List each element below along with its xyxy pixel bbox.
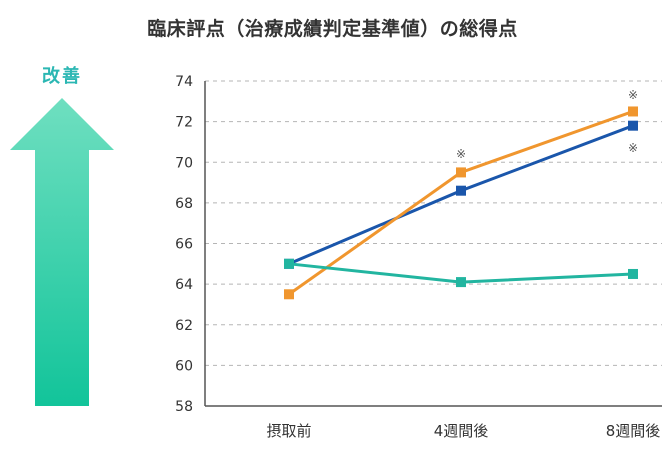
significance-mark: ※: [628, 88, 638, 102]
y-tick-label: 58: [175, 399, 193, 415]
chart-title: 臨床評点（治療成績判定基準値）の総得点: [147, 18, 518, 40]
data-point-marker: [456, 167, 466, 178]
data-point-marker: [284, 289, 294, 300]
improvement-arrow-icon: [10, 98, 114, 406]
y-tick-label: 64: [175, 277, 193, 293]
data-point-marker: [628, 120, 638, 131]
annotations: ※ ※ ※: [456, 88, 638, 161]
x-tick-label: 4週間後: [434, 422, 489, 440]
data-point-marker: [456, 277, 466, 288]
data-point-marker: [628, 268, 638, 279]
improvement-label: 改善: [42, 65, 82, 87]
y-tick-label: 70: [175, 155, 193, 171]
improvement-indicator: 改善: [10, 65, 114, 406]
series: [284, 106, 638, 300]
y-tick-label: 62: [175, 318, 193, 334]
x-tick-label: 摂取前: [266, 422, 311, 440]
grid: [205, 80, 662, 366]
axes: [204, 81, 662, 407]
data-point-marker: [284, 258, 294, 269]
y-tick-label: 74: [175, 74, 193, 90]
x-tick-labels: 摂取前 4週間後 8週間後: [266, 422, 660, 440]
x-tick-label: 8週間後: [606, 422, 661, 440]
data-point-marker: [456, 185, 466, 196]
y-tick-labels: 58 60 62 64 66 68 70 72 74: [175, 74, 193, 415]
y-tick-label: 72: [175, 115, 193, 131]
y-tick-label: 60: [175, 358, 193, 374]
significance-mark: ※: [628, 141, 638, 155]
y-tick-label: 68: [175, 196, 193, 212]
significance-mark: ※: [456, 147, 466, 161]
y-tick-label: 66: [175, 237, 193, 253]
data-point-marker: [628, 106, 638, 117]
